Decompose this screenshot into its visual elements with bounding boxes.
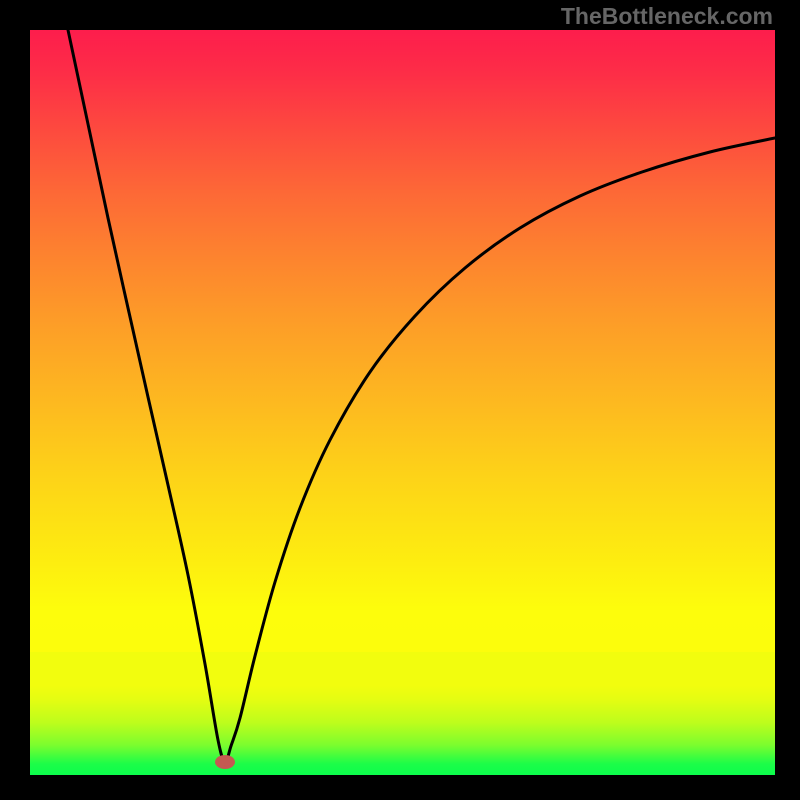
plot-area [30,30,775,775]
curve-layer [30,30,775,775]
chart-container: TheBottleneck.com [0,0,800,800]
minimum-marker [215,755,235,769]
bottleneck-curve [68,30,775,762]
watermark-text: TheBottleneck.com [561,3,773,30]
